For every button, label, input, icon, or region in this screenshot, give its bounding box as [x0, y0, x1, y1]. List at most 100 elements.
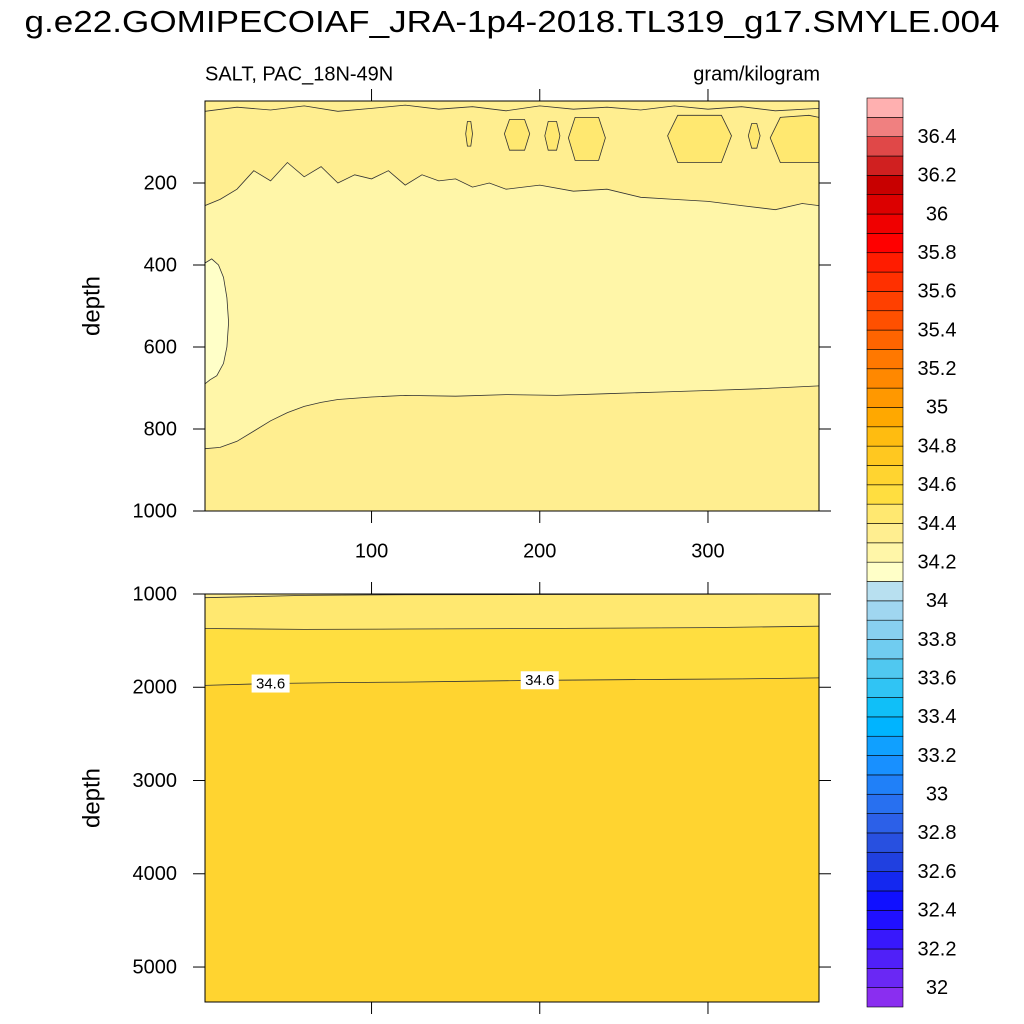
colorbar-box — [866, 677, 904, 698]
contour-line — [205, 677, 819, 686]
y-tick-label: 1000 — [133, 500, 178, 522]
panel-frame — [204, 100, 820, 512]
colorbar-label: 35 — [926, 397, 948, 419]
colorbar-label: 33.2 — [918, 745, 957, 767]
y-axis-label: depth — [78, 768, 105, 828]
colorbar-label: 32.8 — [918, 822, 957, 844]
colorbar-label: 35.2 — [918, 358, 957, 380]
x-tick-label: 300 — [691, 540, 724, 562]
colorbar-box — [866, 774, 904, 795]
contour-fill — [748, 123, 761, 149]
x-tick-label: 100 — [355, 540, 388, 562]
colorbar-box — [866, 735, 904, 756]
colorbar-label: 33.8 — [918, 629, 957, 651]
colorbar-box — [866, 310, 904, 331]
colorbar-box — [866, 368, 904, 389]
contour-line — [205, 385, 819, 450]
colorbar-box — [866, 465, 904, 486]
colorbar-label: 33.4 — [918, 706, 957, 728]
colorbar-box — [866, 755, 904, 776]
contour-fill — [504, 119, 530, 151]
colorbar-box — [866, 503, 904, 524]
contour-line — [205, 258, 230, 385]
colorbar-box — [866, 271, 904, 292]
colorbar-box — [866, 716, 904, 737]
colorbar-box — [866, 851, 904, 872]
colorbar-box — [866, 387, 904, 408]
colorbar-box — [866, 832, 904, 853]
colorbar-box — [866, 117, 904, 137]
contour-fill — [568, 117, 606, 161]
colorbar-box — [866, 329, 904, 350]
contour-label: 34.6 — [525, 672, 554, 689]
plot-area — [205, 594, 819, 1002]
colorbar-label: 33.6 — [918, 667, 957, 689]
x-tick-label: 200 — [523, 540, 556, 562]
colorbar-box — [866, 426, 904, 447]
colorbar-label: 36 — [926, 203, 948, 225]
contour-fill — [205, 594, 819, 630]
y-tick-label: 1000 — [133, 583, 178, 605]
colorbar-box — [866, 658, 904, 679]
y-tick-label: 4000 — [133, 863, 178, 885]
colorbar-box — [866, 909, 904, 930]
colorbar-box — [866, 349, 904, 370]
contour-fill — [544, 121, 560, 151]
colorbar-label: 34.2 — [918, 551, 957, 573]
plot-area — [205, 101, 819, 511]
colorbar-box — [866, 291, 904, 312]
panel-frame — [204, 593, 820, 1003]
colorbar-label: 32.2 — [918, 938, 957, 960]
contour-line — [769, 114, 819, 163]
colorbar-box — [866, 639, 904, 660]
colorbar-box — [866, 929, 904, 950]
contour-line — [205, 104, 819, 112]
y-tick-label: 400 — [144, 254, 177, 276]
colorbar-label: 34.4 — [918, 513, 957, 535]
colorbar-box — [866, 793, 904, 814]
colorbar-label: 35.4 — [918, 319, 957, 341]
contour-line — [667, 114, 732, 163]
subtitle-right: gram/kilogram — [693, 63, 820, 85]
colorbar-label: 32.6 — [918, 861, 957, 883]
contour-fill — [770, 115, 819, 163]
y-tick-label: 3000 — [133, 770, 178, 792]
colorbar-box — [866, 194, 904, 215]
colorbar-box — [866, 871, 904, 892]
colorbar-box — [866, 252, 904, 273]
contour-line — [503, 119, 531, 151]
contour-label-bg — [520, 671, 559, 690]
colorbar-box — [866, 890, 904, 911]
colorbar-box — [866, 968, 904, 988]
contour-line — [544, 121, 561, 151]
colorbar-box — [866, 948, 904, 969]
colorbar-box — [866, 987, 904, 1008]
y-axis-label: depth — [78, 276, 105, 336]
contour-line — [205, 625, 819, 630]
y-tick-label: 600 — [144, 336, 177, 358]
colorbar-label: 32.4 — [918, 900, 957, 922]
y-tick-label: 5000 — [133, 956, 178, 978]
colorbar-box — [866, 523, 904, 544]
colorbar-box — [866, 600, 904, 621]
colorbar-box — [866, 619, 904, 640]
contour-label: 34.6 — [256, 675, 285, 692]
contour-fill — [667, 115, 732, 163]
y-tick-label: 800 — [144, 418, 177, 440]
colorbar-box — [866, 445, 904, 466]
colorbar-label: 35.6 — [918, 281, 957, 303]
colorbar-box — [866, 542, 904, 563]
colorbar-box — [866, 233, 904, 254]
contour-line — [465, 121, 473, 147]
colorbar-label: 36.2 — [918, 165, 957, 187]
contour-fill — [205, 101, 819, 112]
colorbar-box — [866, 581, 904, 602]
contour-line — [567, 117, 606, 161]
colorbar-box — [866, 175, 904, 196]
contour-fill — [205, 258, 229, 384]
colorbar-box — [866, 155, 904, 176]
colorbar-label: 34 — [926, 590, 948, 612]
colorbar-label: 36.4 — [918, 126, 957, 148]
colorbar-label: 33 — [926, 784, 948, 806]
